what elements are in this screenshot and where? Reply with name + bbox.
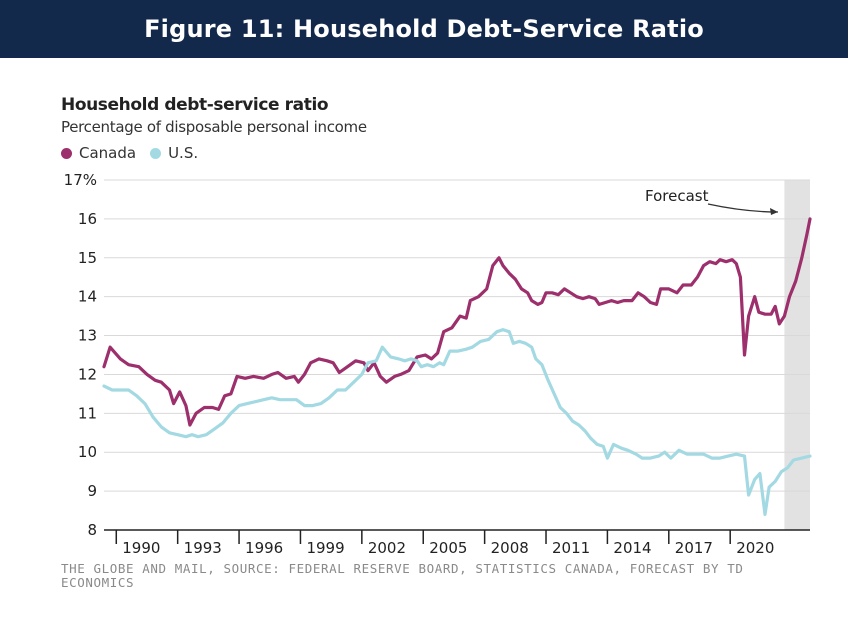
figure-title: Figure 11: Household Debt-Service Ratio bbox=[144, 15, 704, 43]
legend-item-us: U.S. bbox=[150, 144, 198, 162]
x-tick-label: 1999 bbox=[306, 539, 344, 557]
chart-legend: Canada U.S. bbox=[61, 144, 212, 162]
x-tick-label: 1993 bbox=[184, 539, 222, 557]
series-line-us bbox=[102, 328, 812, 516]
y-tick-label: 12 bbox=[78, 365, 97, 383]
forecast-label: Forecast bbox=[645, 187, 709, 205]
chart-title: Household debt-service ratio bbox=[61, 95, 329, 115]
y-tick-label: 10 bbox=[78, 443, 97, 461]
x-tick-label: 1990 bbox=[122, 539, 160, 557]
y-tick-label: 14 bbox=[78, 288, 97, 306]
y-tick-label: 13 bbox=[78, 327, 97, 345]
forecast-arrow bbox=[707, 203, 779, 213]
chart-subtitle: Percentage of disposable personal income bbox=[61, 118, 367, 136]
us-dot-icon bbox=[150, 147, 162, 159]
legend-label-us: U.S. bbox=[168, 144, 199, 162]
y-tick-label: 15 bbox=[78, 249, 97, 267]
series-line-canada bbox=[102, 217, 812, 427]
x-tick-label: 2014 bbox=[613, 539, 651, 557]
x-tick-label: 2002 bbox=[368, 539, 406, 557]
forecast-arrowhead-icon bbox=[770, 208, 778, 215]
x-tick-label: 2008 bbox=[491, 539, 529, 557]
x-tick-label: 2017 bbox=[675, 539, 713, 557]
legend-item-canada: Canada bbox=[61, 144, 136, 162]
x-tick-label: 2005 bbox=[429, 539, 467, 557]
source-note: THE GLOBE AND MAIL, SOURCE: FEDERAL RESE… bbox=[61, 561, 744, 590]
y-tick-label: 16 bbox=[78, 210, 97, 228]
x-tick-label: 2011 bbox=[552, 539, 590, 557]
x-tick-label: 2020 bbox=[736, 539, 774, 557]
figure-banner: Figure 11: Household Debt-Service Ratio bbox=[0, 0, 848, 58]
y-tick-label: 9 bbox=[87, 482, 97, 500]
y-tick-label: 8 bbox=[87, 521, 97, 539]
x-tick-label: 1996 bbox=[245, 539, 283, 557]
legend-label-canada: Canada bbox=[79, 144, 137, 162]
y-tick-label: 17% bbox=[64, 171, 97, 189]
canada-dot-icon bbox=[61, 147, 72, 159]
y-tick-label: 11 bbox=[78, 404, 97, 422]
